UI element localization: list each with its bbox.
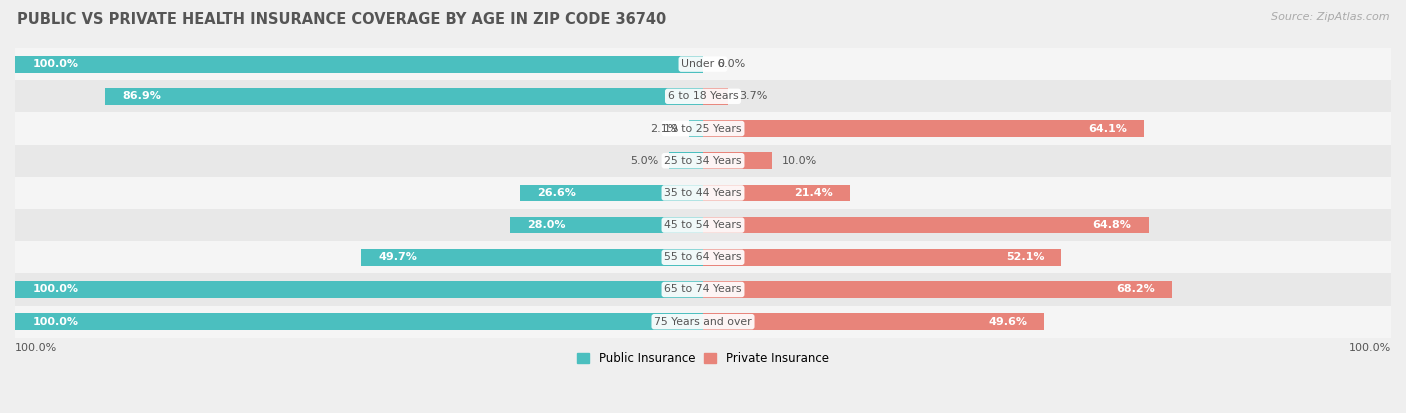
Text: 86.9%: 86.9% [122,91,162,101]
Legend: Public Insurance, Private Insurance: Public Insurance, Private Insurance [572,347,834,370]
Bar [15,80,1391,112]
Bar [15,313,703,330]
Bar [703,217,1149,233]
Text: 55 to 64 Years: 55 to 64 Years [664,252,742,262]
Text: 49.7%: 49.7% [378,252,418,262]
Bar [15,48,1391,80]
Text: 28.0%: 28.0% [527,220,567,230]
Text: 26.6%: 26.6% [537,188,576,198]
Bar [15,177,1391,209]
Bar [361,249,703,266]
Bar [15,241,1391,273]
Bar [703,120,1144,137]
Text: 100.0%: 100.0% [32,285,79,294]
Bar [520,185,703,201]
Bar [105,88,703,105]
Bar [15,145,1391,177]
Text: 100.0%: 100.0% [32,59,79,69]
Bar [15,281,703,298]
Text: 100.0%: 100.0% [1348,343,1391,353]
Bar [703,281,1173,298]
Text: 100.0%: 100.0% [15,343,58,353]
Bar [15,112,1391,145]
Text: 65 to 74 Years: 65 to 74 Years [664,285,742,294]
Bar [703,185,851,201]
Text: 3.7%: 3.7% [738,91,768,101]
Text: 68.2%: 68.2% [1116,285,1154,294]
Text: Source: ZipAtlas.com: Source: ZipAtlas.com [1271,12,1389,22]
Text: 6 to 18 Years: 6 to 18 Years [668,91,738,101]
Bar [15,273,1391,306]
Text: 100.0%: 100.0% [32,317,79,327]
Text: 0.0%: 0.0% [717,59,745,69]
Text: 52.1%: 52.1% [1005,252,1045,262]
Bar [703,249,1062,266]
Text: 75 Years and over: 75 Years and over [654,317,752,327]
Bar [510,217,703,233]
Bar [703,88,728,105]
Text: 21.4%: 21.4% [794,188,832,198]
Text: 49.6%: 49.6% [988,317,1026,327]
Bar [15,209,1391,241]
Bar [15,56,703,73]
Text: PUBLIC VS PRIVATE HEALTH INSURANCE COVERAGE BY AGE IN ZIP CODE 36740: PUBLIC VS PRIVATE HEALTH INSURANCE COVER… [17,12,666,27]
Text: 64.1%: 64.1% [1088,123,1126,133]
Text: 5.0%: 5.0% [630,156,658,166]
Text: 2.1%: 2.1% [650,123,678,133]
Bar [15,306,1391,338]
Text: 19 to 25 Years: 19 to 25 Years [664,123,742,133]
Text: Under 6: Under 6 [682,59,724,69]
Text: 45 to 54 Years: 45 to 54 Years [664,220,742,230]
Bar [689,120,703,137]
Text: 35 to 44 Years: 35 to 44 Years [664,188,742,198]
Bar [669,152,703,169]
Bar [703,313,1045,330]
Text: 10.0%: 10.0% [782,156,817,166]
Text: 25 to 34 Years: 25 to 34 Years [664,156,742,166]
Bar [703,152,772,169]
Text: 64.8%: 64.8% [1092,220,1132,230]
